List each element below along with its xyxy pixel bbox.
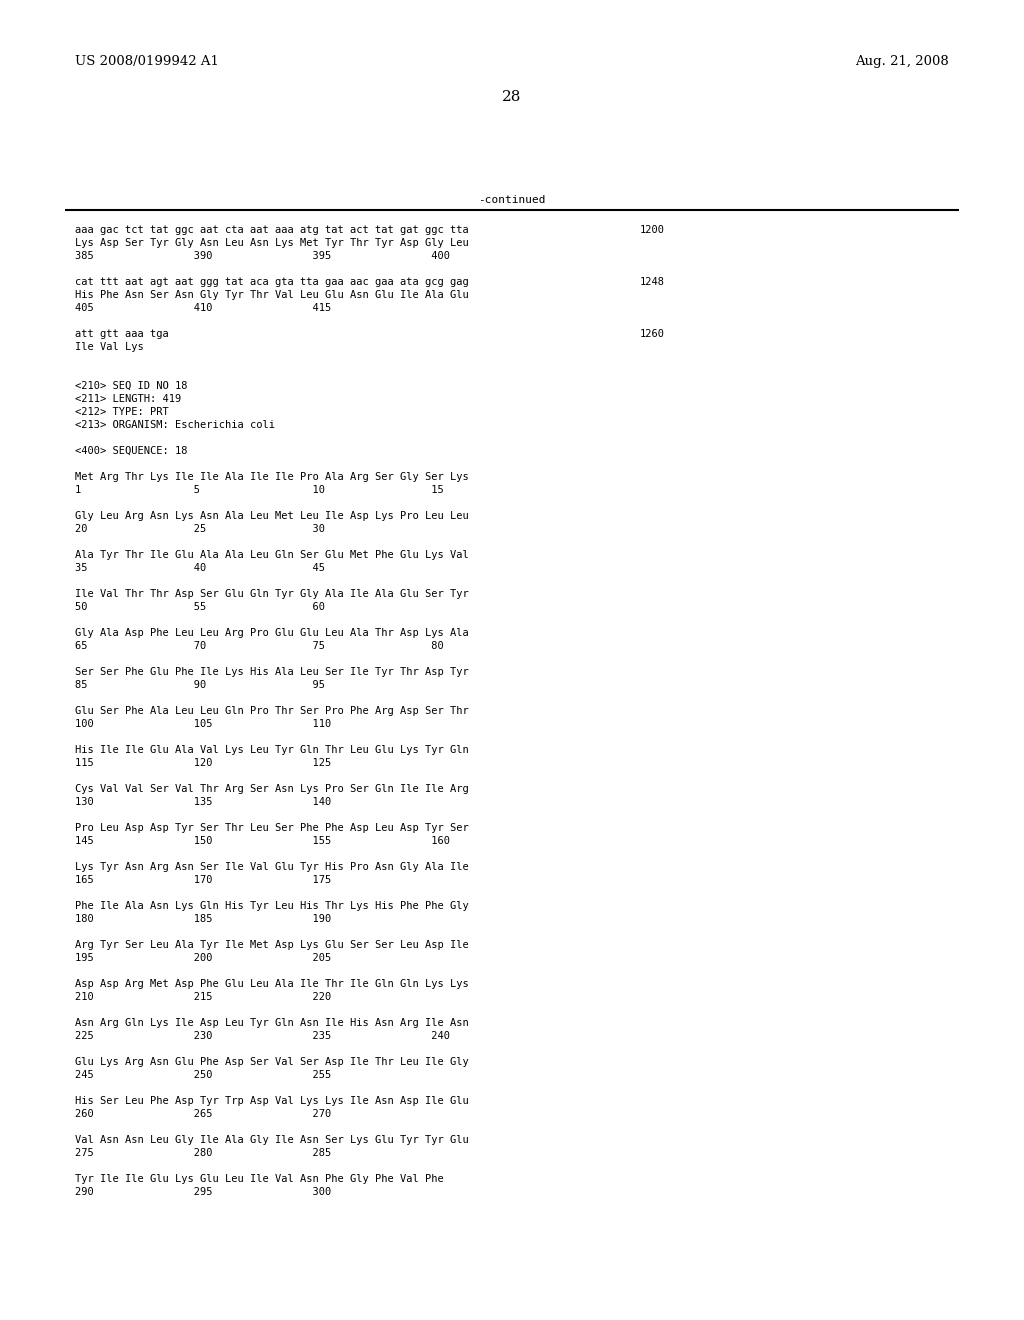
Text: Ile Val Thr Thr Asp Ser Glu Gln Tyr Gly Ala Ile Ala Glu Ser Tyr: Ile Val Thr Thr Asp Ser Glu Gln Tyr Gly … [75,589,469,599]
Text: Lys Tyr Asn Arg Asn Ser Ile Val Glu Tyr His Pro Asn Gly Ala Ile: Lys Tyr Asn Arg Asn Ser Ile Val Glu Tyr … [75,862,469,873]
Text: 145                150                155                160: 145 150 155 160 [75,836,450,846]
Text: <212> TYPE: PRT: <212> TYPE: PRT [75,407,169,417]
Text: Phe Ile Ala Asn Lys Gln His Tyr Leu His Thr Lys His Phe Phe Gly: Phe Ile Ala Asn Lys Gln His Tyr Leu His … [75,902,469,911]
Text: cat ttt aat agt aat ggg tat aca gta tta gaa aac gaa ata gcg gag: cat ttt aat agt aat ggg tat aca gta tta … [75,277,469,286]
Text: Asp Asp Arg Met Asp Phe Glu Leu Ala Ile Thr Ile Gln Gln Lys Lys: Asp Asp Arg Met Asp Phe Glu Leu Ala Ile … [75,979,469,989]
Text: Met Arg Thr Lys Ile Ile Ala Ile Ile Pro Ala Arg Ser Gly Ser Lys: Met Arg Thr Lys Ile Ile Ala Ile Ile Pro … [75,473,469,482]
Text: 165                170                175: 165 170 175 [75,875,331,884]
Text: 195                200                205: 195 200 205 [75,953,331,964]
Text: <211> LENGTH: 419: <211> LENGTH: 419 [75,393,181,404]
Text: 100                105                110: 100 105 110 [75,719,331,729]
Text: Cys Val Val Ser Val Thr Arg Ser Asn Lys Pro Ser Gln Ile Ile Arg: Cys Val Val Ser Val Thr Arg Ser Asn Lys … [75,784,469,795]
Text: <400> SEQUENCE: 18: <400> SEQUENCE: 18 [75,446,187,455]
Text: Ala Tyr Thr Ile Glu Ala Ala Leu Gln Ser Glu Met Phe Glu Lys Val: Ala Tyr Thr Ile Glu Ala Ala Leu Gln Ser … [75,550,469,560]
Text: Gly Ala Asp Phe Leu Leu Arg Pro Glu Glu Leu Ala Thr Asp Lys Ala: Gly Ala Asp Phe Leu Leu Arg Pro Glu Glu … [75,628,469,638]
Text: 290                295                300: 290 295 300 [75,1187,331,1197]
Text: Lys Asp Ser Tyr Gly Asn Leu Asn Lys Met Tyr Thr Tyr Asp Gly Leu: Lys Asp Ser Tyr Gly Asn Leu Asn Lys Met … [75,238,469,248]
Text: att gtt aaa tga: att gtt aaa tga [75,329,169,339]
Text: 85                 90                 95: 85 90 95 [75,680,325,690]
Text: 245                250                255: 245 250 255 [75,1071,331,1080]
Text: 275                280                285: 275 280 285 [75,1148,331,1158]
Text: Arg Tyr Ser Leu Ala Tyr Ile Met Asp Lys Glu Ser Ser Leu Asp Ile: Arg Tyr Ser Leu Ala Tyr Ile Met Asp Lys … [75,940,469,950]
Text: <213> ORGANISM: Escherichia coli: <213> ORGANISM: Escherichia coli [75,420,275,430]
Text: 28: 28 [503,90,521,104]
Text: 50                 55                 60: 50 55 60 [75,602,325,612]
Text: 115                120                125: 115 120 125 [75,758,331,768]
Text: 20                 25                 30: 20 25 30 [75,524,325,535]
Text: Gly Leu Arg Asn Lys Asn Ala Leu Met Leu Ile Asp Lys Pro Leu Leu: Gly Leu Arg Asn Lys Asn Ala Leu Met Leu … [75,511,469,521]
Text: 1                  5                  10                 15: 1 5 10 15 [75,484,443,495]
Text: US 2008/0199942 A1: US 2008/0199942 A1 [75,55,219,69]
Text: 1260: 1260 [640,329,665,339]
Text: Pro Leu Asp Asp Tyr Ser Thr Leu Ser Phe Phe Asp Leu Asp Tyr Ser: Pro Leu Asp Asp Tyr Ser Thr Leu Ser Phe … [75,822,469,833]
Text: -continued: -continued [478,195,546,205]
Text: His Phe Asn Ser Asn Gly Tyr Thr Val Leu Glu Asn Glu Ile Ala Glu: His Phe Asn Ser Asn Gly Tyr Thr Val Leu … [75,290,469,300]
Text: 405                410                415: 405 410 415 [75,304,331,313]
Text: Glu Lys Arg Asn Glu Phe Asp Ser Val Ser Asp Ile Thr Leu Ile Gly: Glu Lys Arg Asn Glu Phe Asp Ser Val Ser … [75,1057,469,1067]
Text: His Ser Leu Phe Asp Tyr Trp Asp Val Lys Lys Ile Asn Asp Ile Glu: His Ser Leu Phe Asp Tyr Trp Asp Val Lys … [75,1096,469,1106]
Text: 180                185                190: 180 185 190 [75,913,331,924]
Text: His Ile Ile Glu Ala Val Lys Leu Tyr Gln Thr Leu Glu Lys Tyr Gln: His Ile Ile Glu Ala Val Lys Leu Tyr Gln … [75,744,469,755]
Text: Glu Ser Phe Ala Leu Leu Gln Pro Thr Ser Pro Phe Arg Asp Ser Thr: Glu Ser Phe Ala Leu Leu Gln Pro Thr Ser … [75,706,469,715]
Text: Aug. 21, 2008: Aug. 21, 2008 [855,55,949,69]
Text: 1248: 1248 [640,277,665,286]
Text: Tyr Ile Ile Glu Lys Glu Leu Ile Val Asn Phe Gly Phe Val Phe: Tyr Ile Ile Glu Lys Glu Leu Ile Val Asn … [75,1173,443,1184]
Text: Val Asn Asn Leu Gly Ile Ala Gly Ile Asn Ser Lys Glu Tyr Tyr Glu: Val Asn Asn Leu Gly Ile Ala Gly Ile Asn … [75,1135,469,1144]
Text: Ile Val Lys: Ile Val Lys [75,342,143,352]
Text: 260                265                270: 260 265 270 [75,1109,331,1119]
Text: 130                135                140: 130 135 140 [75,797,331,807]
Text: Ser Ser Phe Glu Phe Ile Lys His Ala Leu Ser Ile Tyr Thr Asp Tyr: Ser Ser Phe Glu Phe Ile Lys His Ala Leu … [75,667,469,677]
Text: Asn Arg Gln Lys Ile Asp Leu Tyr Gln Asn Ile His Asn Arg Ile Asn: Asn Arg Gln Lys Ile Asp Leu Tyr Gln Asn … [75,1018,469,1028]
Text: 210                215                220: 210 215 220 [75,993,331,1002]
Text: 385                390                395                400: 385 390 395 400 [75,251,450,261]
Text: 225                230                235                240: 225 230 235 240 [75,1031,450,1041]
Text: 35                 40                 45: 35 40 45 [75,564,325,573]
Text: <210> SEQ ID NO 18: <210> SEQ ID NO 18 [75,381,187,391]
Text: 65                 70                 75                 80: 65 70 75 80 [75,642,443,651]
Text: aaa gac tct tat ggc aat cta aat aaa atg tat act tat gat ggc tta: aaa gac tct tat ggc aat cta aat aaa atg … [75,224,469,235]
Text: 1200: 1200 [640,224,665,235]
